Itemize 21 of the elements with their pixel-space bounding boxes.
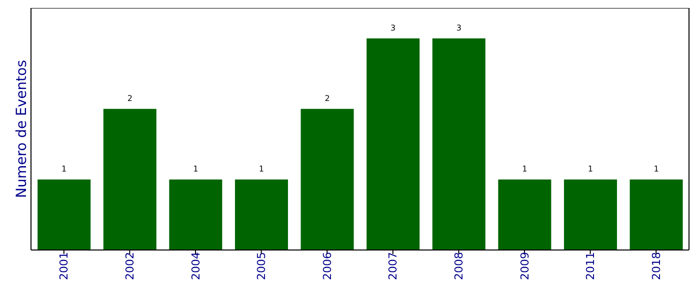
data-label: 1	[654, 164, 659, 174]
x-tick-label: 2005	[255, 252, 268, 280]
data-label: 1	[62, 164, 67, 174]
x-tick-label: 2004	[189, 252, 202, 280]
x-tick-label: 2006	[320, 252, 334, 280]
data-label: 2	[127, 94, 132, 103]
data-label: 1	[522, 164, 528, 174]
data-label: 1	[588, 164, 594, 174]
x-tick-label: 2007	[386, 252, 400, 280]
x-tick-label: 2002	[124, 252, 137, 280]
x-tick-label: 2009	[518, 252, 532, 280]
x-tick-label: 2018	[650, 252, 663, 280]
x-tick-label: 2008	[452, 252, 466, 280]
x-tick-label: 2011	[584, 252, 598, 280]
x-tick-label: 2001	[58, 252, 71, 280]
data-label: 3	[390, 23, 396, 32]
y-axis-title: Numero de Eventos	[14, 60, 30, 198]
data-label: 3	[456, 23, 462, 32]
data-label: 1	[258, 164, 264, 174]
data-label: 1	[193, 164, 198, 174]
data-label: 2	[324, 94, 330, 103]
